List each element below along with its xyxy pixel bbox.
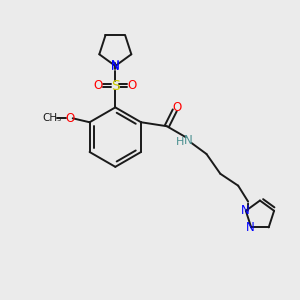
Text: O: O	[128, 79, 137, 92]
Text: H: H	[176, 137, 184, 147]
Text: N: N	[241, 204, 249, 217]
Text: S: S	[111, 79, 120, 93]
Text: CH₃: CH₃	[42, 113, 62, 123]
Text: N: N	[246, 221, 255, 234]
Text: N: N	[184, 134, 193, 147]
Text: O: O	[172, 101, 182, 114]
Text: O: O	[65, 112, 74, 125]
Text: N: N	[111, 60, 120, 73]
Text: N: N	[111, 59, 120, 72]
Text: O: O	[94, 79, 103, 92]
